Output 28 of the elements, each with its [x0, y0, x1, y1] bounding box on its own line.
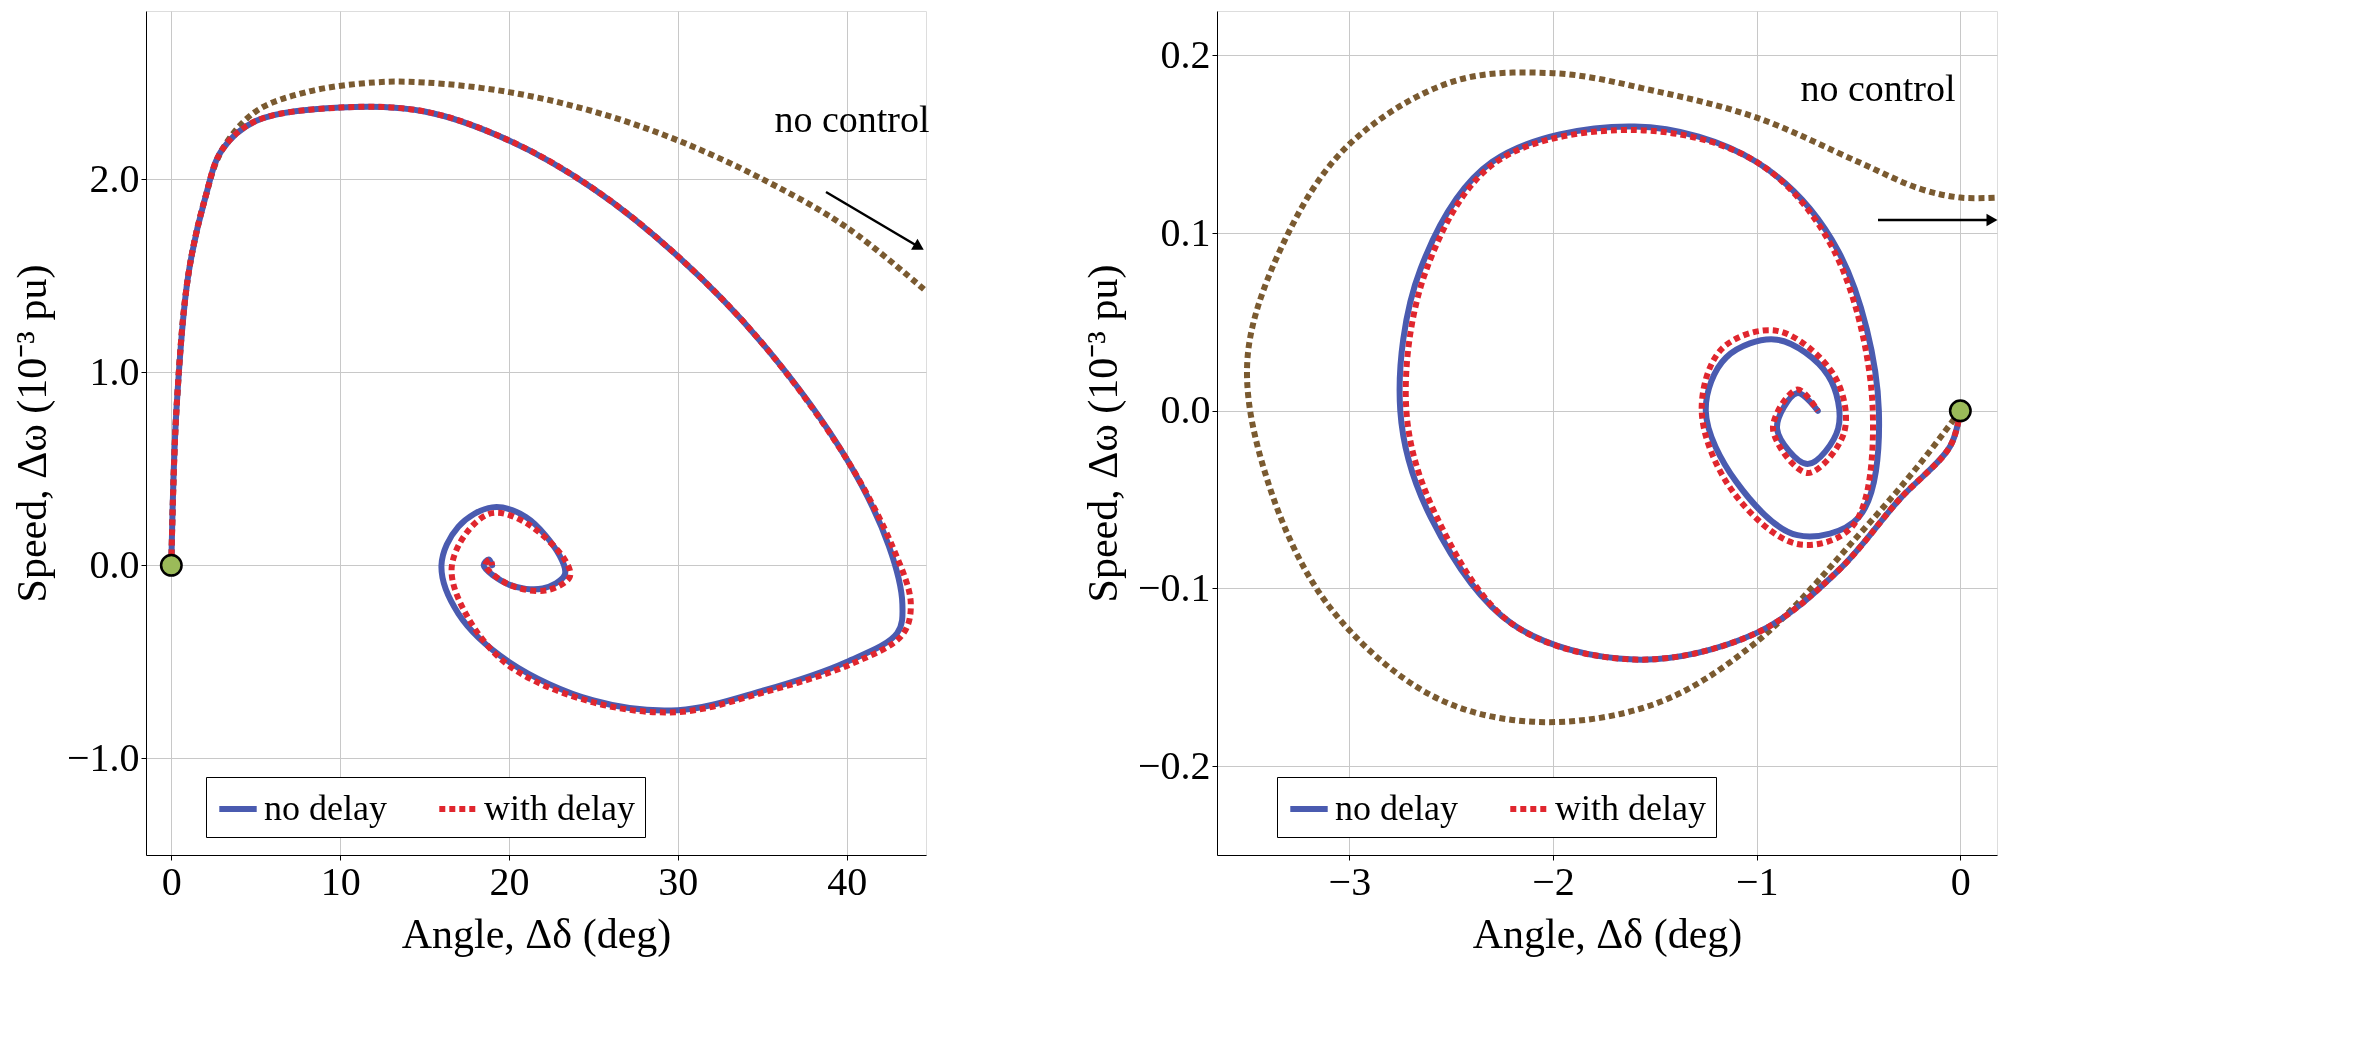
x-tick-label: 30	[658, 858, 699, 904]
legend-label: no delay	[264, 788, 387, 828]
y-tick-label: 0.1	[1160, 209, 1211, 255]
x-axis-title: Angle, Δδ (deg)	[1472, 910, 1743, 958]
y-tick-label: −1.0	[66, 734, 140, 780]
y-tick-label: 0.0	[89, 541, 140, 587]
annotation: no control	[774, 98, 930, 140]
annotation: no control	[1800, 67, 1956, 109]
y-tick-label: 1.0	[89, 348, 140, 394]
x-axis-title: Angle, Δδ (deg)	[401, 910, 672, 958]
x-tick-label: −3	[1328, 858, 1372, 904]
x-tick-label: 0	[1950, 858, 1971, 904]
y-tick-label: −0.1	[1137, 564, 1211, 610]
y-tick-label: 2.0	[89, 155, 140, 201]
x-tick-label: 10	[320, 858, 361, 904]
y-axis-title: Speed, Δω (10⁻³ pu)	[8, 264, 56, 603]
legend-label: with delay	[484, 788, 635, 828]
x-tick-label: −2	[1532, 858, 1575, 904]
legend-label: with delay	[1555, 788, 1706, 828]
x-tick-label: 40	[827, 858, 868, 904]
x-tick-label: 20	[489, 858, 530, 904]
x-tick-label: −1	[1735, 858, 1779, 904]
y-tick-label: 0.2	[1160, 31, 1211, 77]
y-axis-title: Speed, Δω (10⁻³ pu)	[1079, 264, 1127, 603]
x-tick-label: 0	[161, 858, 182, 904]
y-tick-label: 0.0	[1160, 387, 1211, 433]
y-tick-label: −0.2	[1137, 742, 1211, 788]
legend-label: no delay	[1335, 788, 1458, 828]
